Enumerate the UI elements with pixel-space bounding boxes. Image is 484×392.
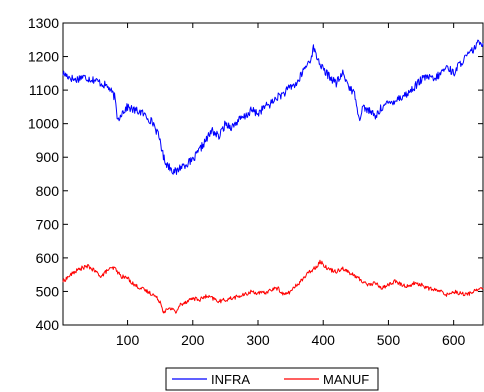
x-tick-label: 300	[246, 332, 270, 348]
y-tick-label: 400	[36, 317, 60, 333]
y-tick-label: 800	[36, 183, 60, 199]
x-tick-label: 100	[116, 332, 140, 348]
y-axis-ticks: 400 500 600 700 800 900 1000 1100 1200 1300	[28, 15, 483, 333]
y-tick-label: 1300	[28, 15, 59, 31]
y-tick-label: 700	[36, 216, 60, 232]
y-tick-label: 500	[36, 283, 60, 299]
legend-label-manuf: MANUF	[323, 372, 369, 387]
series-lines	[62, 39, 484, 314]
x-tick-label: 200	[181, 332, 205, 348]
x-tick-label: 600	[442, 332, 466, 348]
series-line-manuf	[62, 259, 484, 314]
plot-frame	[62, 22, 484, 326]
legend-box	[165, 367, 379, 391]
y-tick-label: 900	[36, 149, 60, 165]
legend-label-infra: INFRA	[211, 372, 250, 387]
x-tick-label: 400	[312, 332, 336, 348]
y-tick-label: 1100	[29, 82, 59, 98]
x-tick-label: 500	[377, 332, 401, 348]
series-line-infra	[62, 39, 484, 175]
legend: INFRA MANUF	[165, 367, 379, 391]
x-axis-ticks: 100 200 300 400 500 600	[116, 23, 466, 348]
y-tick-label: 1200	[28, 49, 59, 65]
y-tick-label: 600	[36, 250, 60, 266]
y-tick-label: 1000	[28, 116, 59, 132]
